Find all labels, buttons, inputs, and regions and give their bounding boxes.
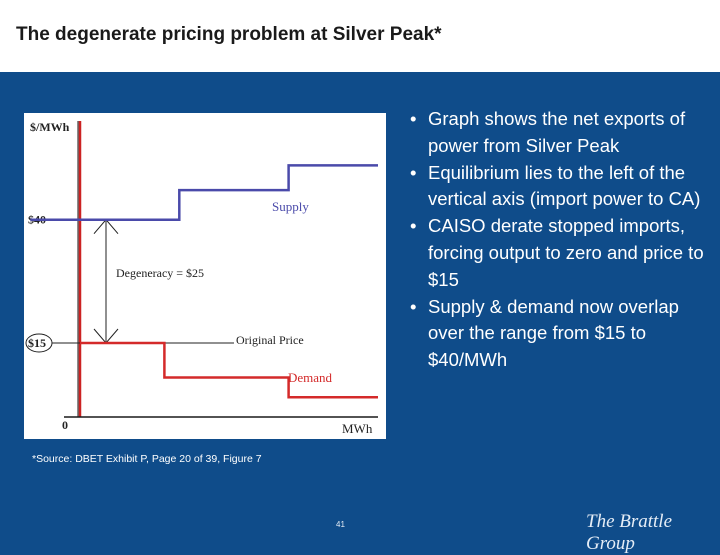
source-note: *Source: DBET Exhibit P, Page 20 of 39, … [32, 453, 262, 465]
y-axis-label: $/MWh [30, 120, 70, 134]
page-number: 41 [336, 520, 345, 529]
chart-panel: $/MWh MWh 0 $40 $15 Original Price Degen… [24, 113, 386, 439]
title-bar: The degenerate pricing problem at Silver… [0, 0, 720, 72]
supply-curve [30, 164, 378, 221]
y-tick-label-15: $15 [28, 336, 46, 350]
supply-label: Supply [272, 199, 309, 214]
x-axis-label: MWh [342, 421, 373, 436]
bullet-item: Supply & demand now overlap over the ran… [408, 294, 708, 374]
degeneracy-label: Degeneracy = $25 [116, 266, 204, 280]
bullet-item: Graph shows the net exports of power fro… [408, 106, 708, 160]
slide-title: The degenerate pricing problem at Silver… [16, 24, 442, 45]
original-price-label: Original Price [236, 333, 304, 347]
bullet-item: CAISO derate stopped imports, forcing ou… [408, 213, 708, 293]
supply-demand-chart: $/MWh MWh 0 $40 $15 Original Price Degen… [25, 120, 378, 436]
demand-curve [80, 341, 378, 399]
bullet-item: Equilibrium lies to the left of the vert… [408, 160, 708, 214]
origin-label: 0 [62, 418, 68, 432]
degeneracy-arrow [93, 218, 119, 344]
bullet-list: Graph shows the net exports of power fro… [408, 106, 708, 374]
brattle-logo: The Brattle Group [586, 511, 673, 554]
demand-label: Demand [288, 370, 333, 385]
